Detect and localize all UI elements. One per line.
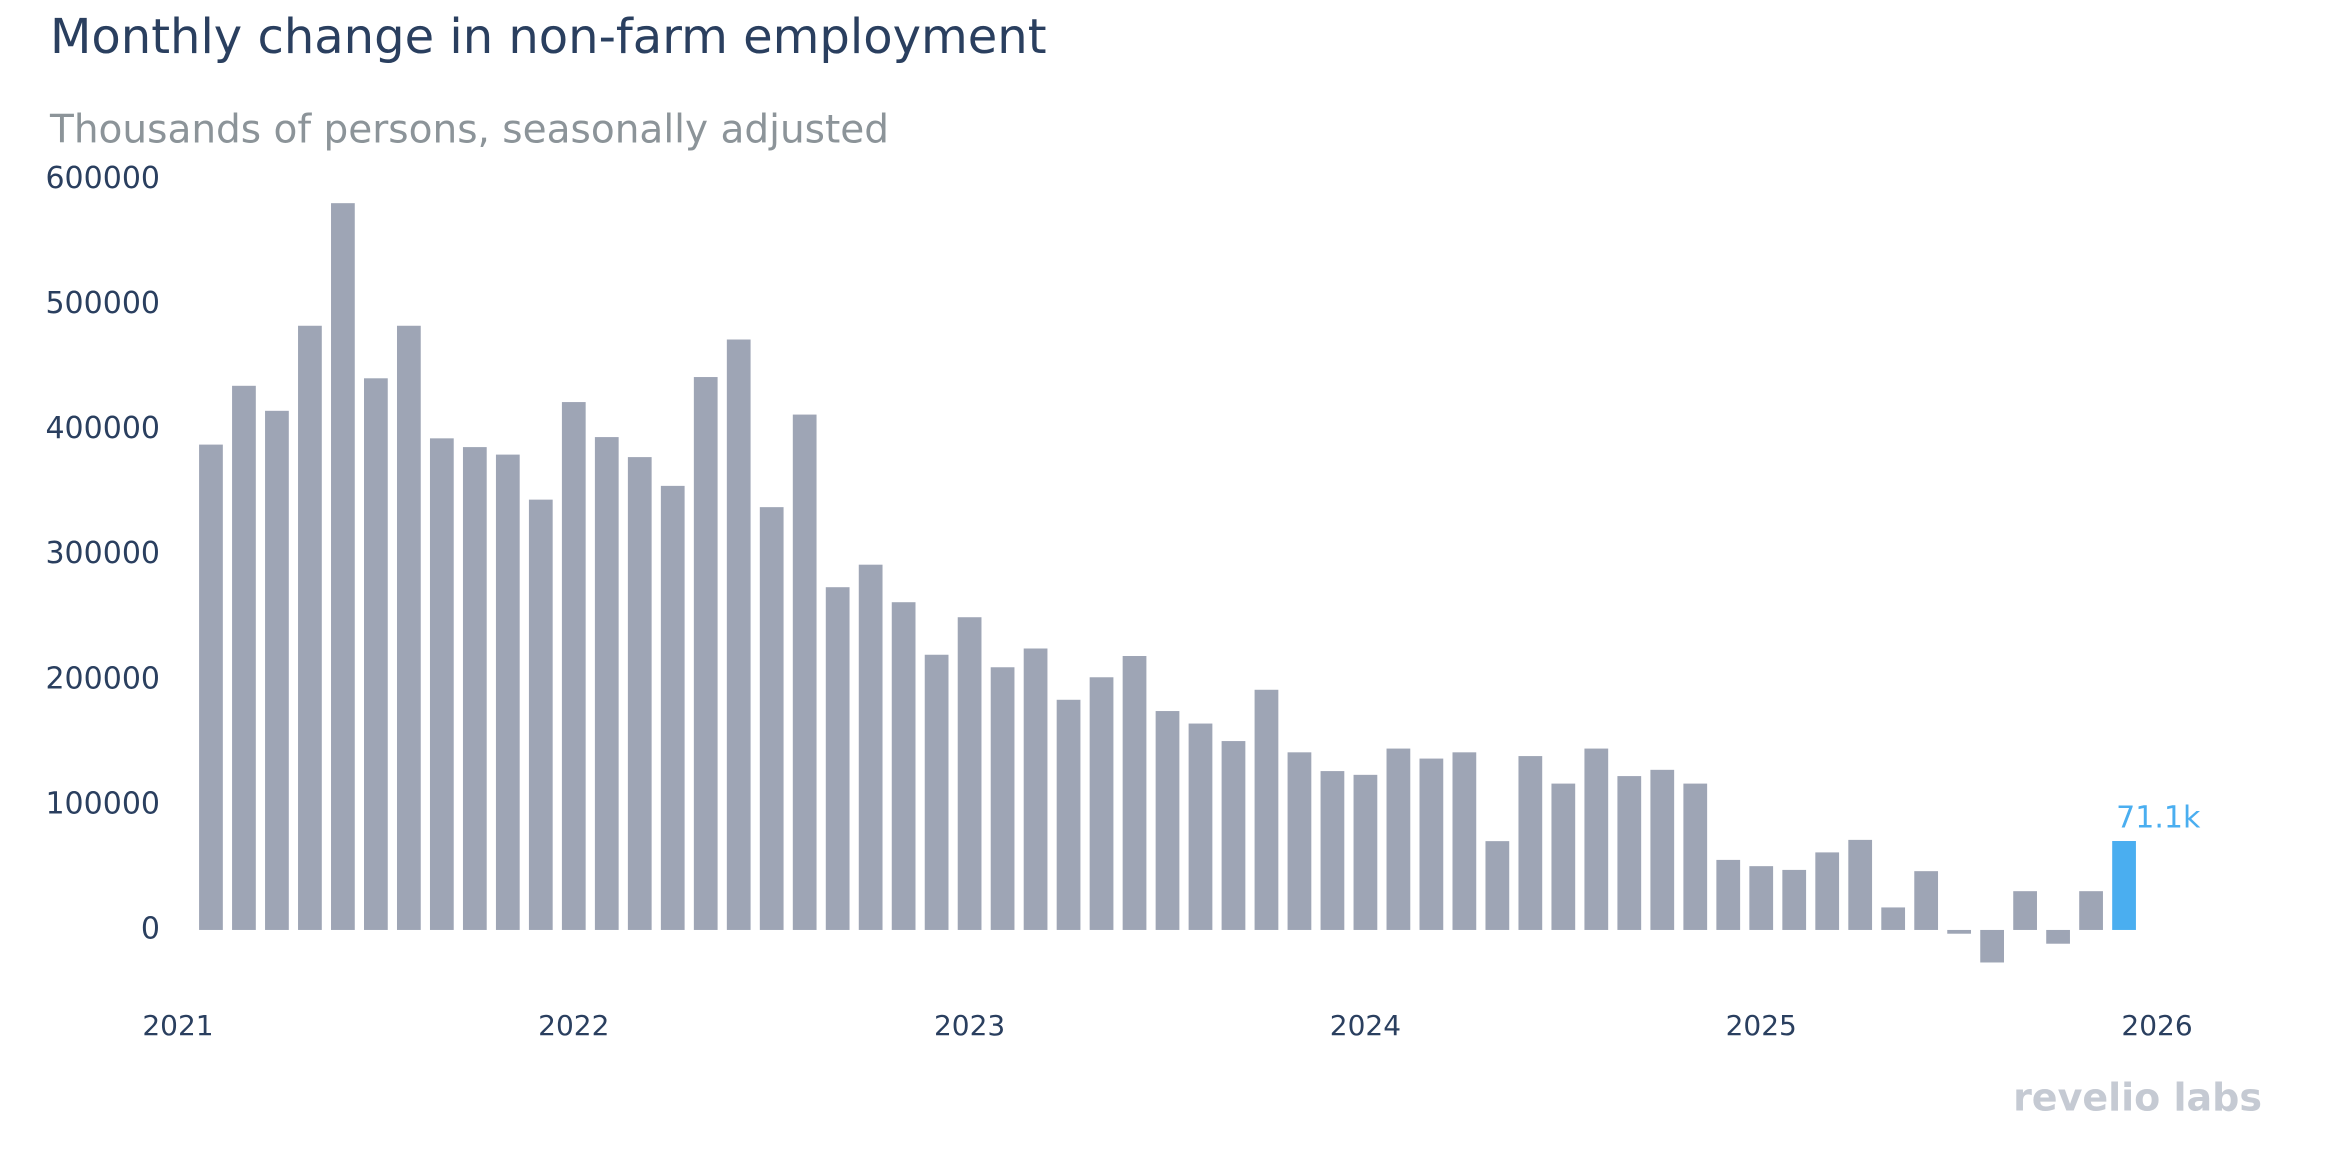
bar: [858, 564, 883, 930]
bar: [792, 414, 817, 930]
bar: [2112, 841, 2136, 930]
bar: [693, 377, 718, 930]
bar: [1551, 783, 1576, 930]
x-tick-label: 2022: [538, 1009, 609, 1042]
watermark: revelio labs: [2013, 1076, 2262, 1120]
bar: [1716, 859, 1741, 930]
bar: [199, 444, 223, 930]
bar: [627, 457, 652, 930]
bar: [2046, 929, 2070, 944]
bar: [1815, 852, 1840, 930]
bar: [1617, 776, 1642, 930]
bar: [2079, 891, 2103, 930]
bar: [364, 378, 388, 930]
bar: [298, 325, 322, 930]
bar: [1122, 656, 1147, 930]
bar: [1749, 866, 1774, 930]
bar: [1386, 748, 1411, 930]
bar: [1089, 677, 1114, 930]
bar: [331, 203, 355, 930]
bar: [1254, 689, 1279, 930]
bar: [1419, 758, 1444, 930]
bar: [462, 447, 487, 930]
bar: [1947, 929, 1972, 934]
bar: [232, 385, 256, 930]
y-tick-label: 200000: [45, 661, 160, 696]
bar: [528, 499, 553, 930]
x-tick-label: 2021: [142, 1009, 213, 1042]
chart-title: Monthly change in non-farm employment: [50, 9, 1047, 65]
bar: [1980, 929, 2004, 963]
bar: [1683, 783, 1708, 930]
bar: [1056, 699, 1081, 930]
bar: [1353, 774, 1378, 930]
bar: [495, 454, 520, 930]
bar: [1782, 869, 1807, 930]
bar: [957, 617, 982, 930]
y-tick-label: 400000: [45, 411, 160, 446]
bar: [561, 402, 586, 930]
y-tick-label: 300000: [45, 536, 160, 571]
bar: [1650, 769, 1675, 930]
y-tick-label: 500000: [45, 286, 160, 321]
bar: [1848, 839, 1873, 930]
bar: [1188, 723, 1213, 930]
bar: [594, 437, 619, 930]
bar: [759, 507, 784, 930]
bar: [1155, 711, 1180, 930]
chart-subtitle: Thousands of persons, seasonally adjuste…: [49, 108, 889, 153]
bar: [1881, 907, 1906, 930]
bar: [1320, 771, 1345, 930]
bar: [825, 587, 850, 930]
x-tick-label: 2026: [2121, 1009, 2192, 1042]
value-label: 71.1k: [2116, 801, 2201, 836]
bar: [429, 438, 454, 930]
bar: [1452, 752, 1477, 930]
bar: [1221, 741, 1246, 930]
bar: [660, 485, 685, 930]
bar: [2013, 891, 2037, 930]
bar: [891, 602, 916, 930]
bar: [1584, 748, 1609, 930]
bar: [1287, 752, 1312, 930]
bar: [990, 667, 1015, 930]
bar: [1485, 841, 1510, 930]
y-tick-label: 0: [141, 911, 160, 946]
y-tick-label: 600000: [45, 161, 160, 196]
x-tick-label: 2025: [1726, 1009, 1797, 1042]
bar: [396, 325, 421, 930]
bar: [265, 410, 289, 930]
bar: [1914, 871, 1939, 930]
bar: [1518, 756, 1543, 930]
x-tick-label: 2023: [934, 1009, 1005, 1042]
x-tick-label: 2024: [1330, 1009, 1401, 1042]
y-tick-label: 100000: [45, 786, 160, 821]
bar: [1023, 648, 1048, 930]
bar: [726, 339, 751, 930]
bar: [924, 654, 949, 930]
